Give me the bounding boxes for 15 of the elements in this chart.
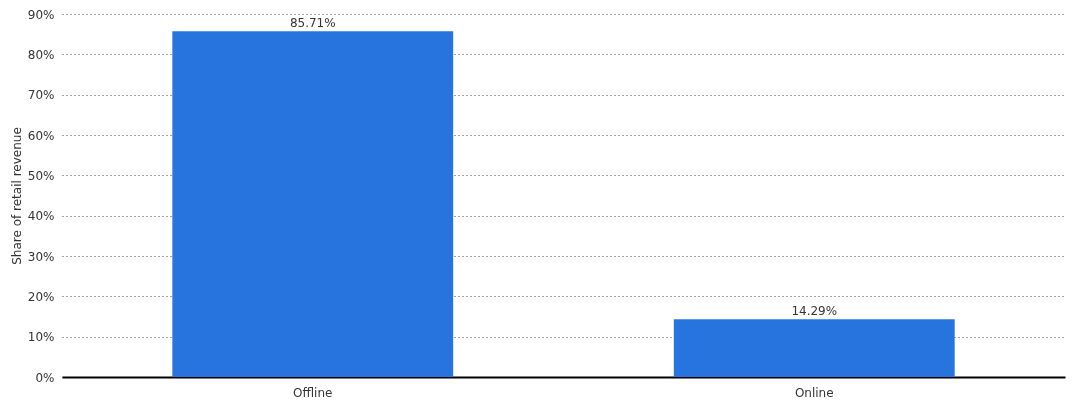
y-axis-title: Share of retail revenue — [9, 127, 24, 265]
y-tick-label: 50% — [27, 168, 55, 183]
y-tick-label: 30% — [27, 249, 55, 264]
x-tick-label: Online — [794, 385, 834, 400]
data-label: 14.29% — [791, 304, 838, 319]
y-tick-label: 20% — [27, 289, 55, 304]
y-tick-label: 70% — [27, 88, 55, 103]
data-label: 85.71% — [289, 16, 336, 31]
x-tick-label: Offline — [293, 385, 333, 400]
y-tick-label: 40% — [27, 209, 55, 224]
y-tick-label: 90% — [27, 7, 55, 22]
y-tick-label: 60% — [27, 128, 55, 143]
y-tick-label: 0% — [35, 370, 55, 385]
y-tick-label: 80% — [27, 47, 55, 62]
y-tick-label: 10% — [27, 330, 55, 345]
